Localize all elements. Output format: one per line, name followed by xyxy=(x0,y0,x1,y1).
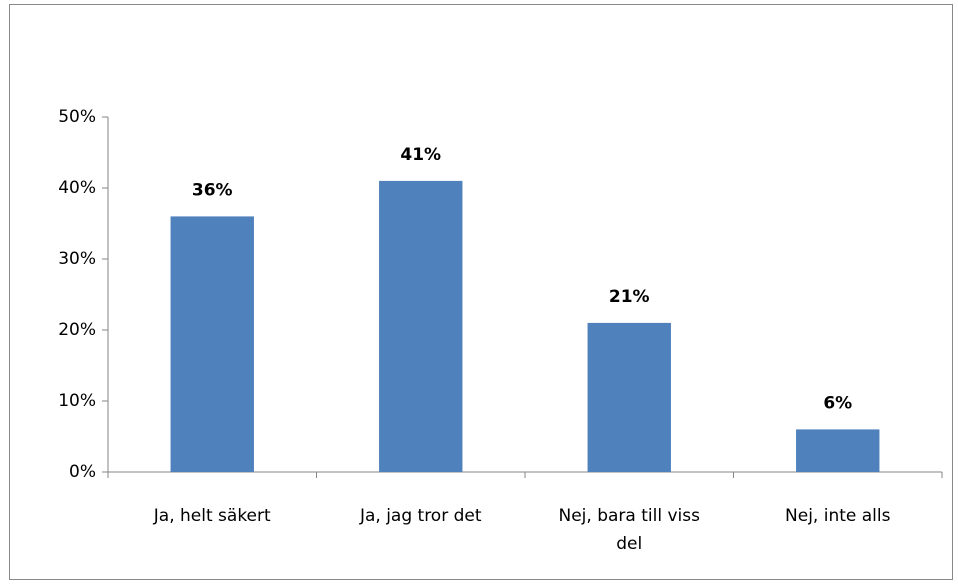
bar xyxy=(170,216,254,472)
x-tick-label: Nej, bara till viss del xyxy=(558,506,700,554)
y-tick-label: 20% xyxy=(58,320,96,340)
x-tick-label: Ja, helt säkert xyxy=(153,506,271,526)
bar xyxy=(587,322,671,472)
chart-border xyxy=(9,4,953,580)
x-tick-label: Nej, inte alls xyxy=(785,506,891,526)
data-label: 21% xyxy=(609,287,650,307)
bar xyxy=(379,180,463,472)
y-tick-label: 30% xyxy=(58,249,96,269)
y-tick-label: 40% xyxy=(58,178,96,198)
data-label: 41% xyxy=(400,145,441,165)
x-tick-label: Ja, jag tror det xyxy=(359,506,482,526)
y-tick-label: 0% xyxy=(69,462,96,482)
data-label: 36% xyxy=(192,180,233,200)
y-tick-label: 10% xyxy=(58,391,96,411)
data-label: 6% xyxy=(823,393,852,413)
y-tick-label: 50% xyxy=(58,107,96,127)
bar xyxy=(796,429,880,472)
